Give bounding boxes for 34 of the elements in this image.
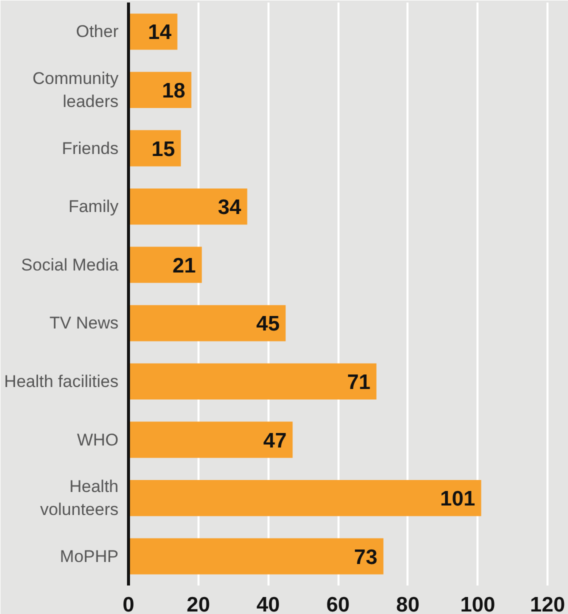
- bar: [128, 188, 248, 225]
- x-tick-label: 80: [396, 594, 420, 614]
- y-tick-label: Family: [68, 197, 119, 216]
- bar: [128, 480, 482, 516]
- data-label: 34: [218, 196, 242, 220]
- y-tick-label: TV News: [50, 314, 119, 333]
- data-label: 73: [354, 546, 378, 569]
- x-tick-label: 100: [460, 594, 496, 614]
- data-label: 71: [347, 370, 371, 394]
- y-tick-label: WHO: [76, 430, 118, 450]
- data-label: 14: [148, 21, 172, 44]
- bar: [128, 305, 286, 342]
- y-tick-label: MoPHP: [60, 546, 119, 566]
- x-tick-label: 120: [530, 594, 566, 614]
- bar: [128, 538, 384, 574]
- bar: [128, 363, 376, 400]
- y-tick-label: Health volunteers: [40, 477, 119, 519]
- data-label: 18: [162, 79, 186, 102]
- bar: [128, 246, 202, 283]
- x-tick-label: 0: [122, 594, 134, 614]
- x-tick-label: 20: [186, 594, 210, 614]
- x-tick-label: 60: [326, 594, 350, 614]
- y-tick-label: Friends: [62, 138, 118, 158]
- bar: [128, 422, 293, 458]
- y-tick-label: Health facilities: [4, 372, 118, 391]
- data-label: 45: [256, 312, 280, 336]
- x-tick-label: 40: [256, 594, 280, 614]
- y-tick-label: Social Media: [21, 255, 120, 274]
- data-label: 15: [152, 138, 176, 161]
- data-label: 101: [440, 488, 476, 511]
- data-label: 21: [172, 254, 196, 278]
- data-label: 47: [263, 429, 287, 452]
- y-tick-label: Other: [76, 22, 119, 42]
- y-tick-label: Community leaders: [32, 69, 119, 111]
